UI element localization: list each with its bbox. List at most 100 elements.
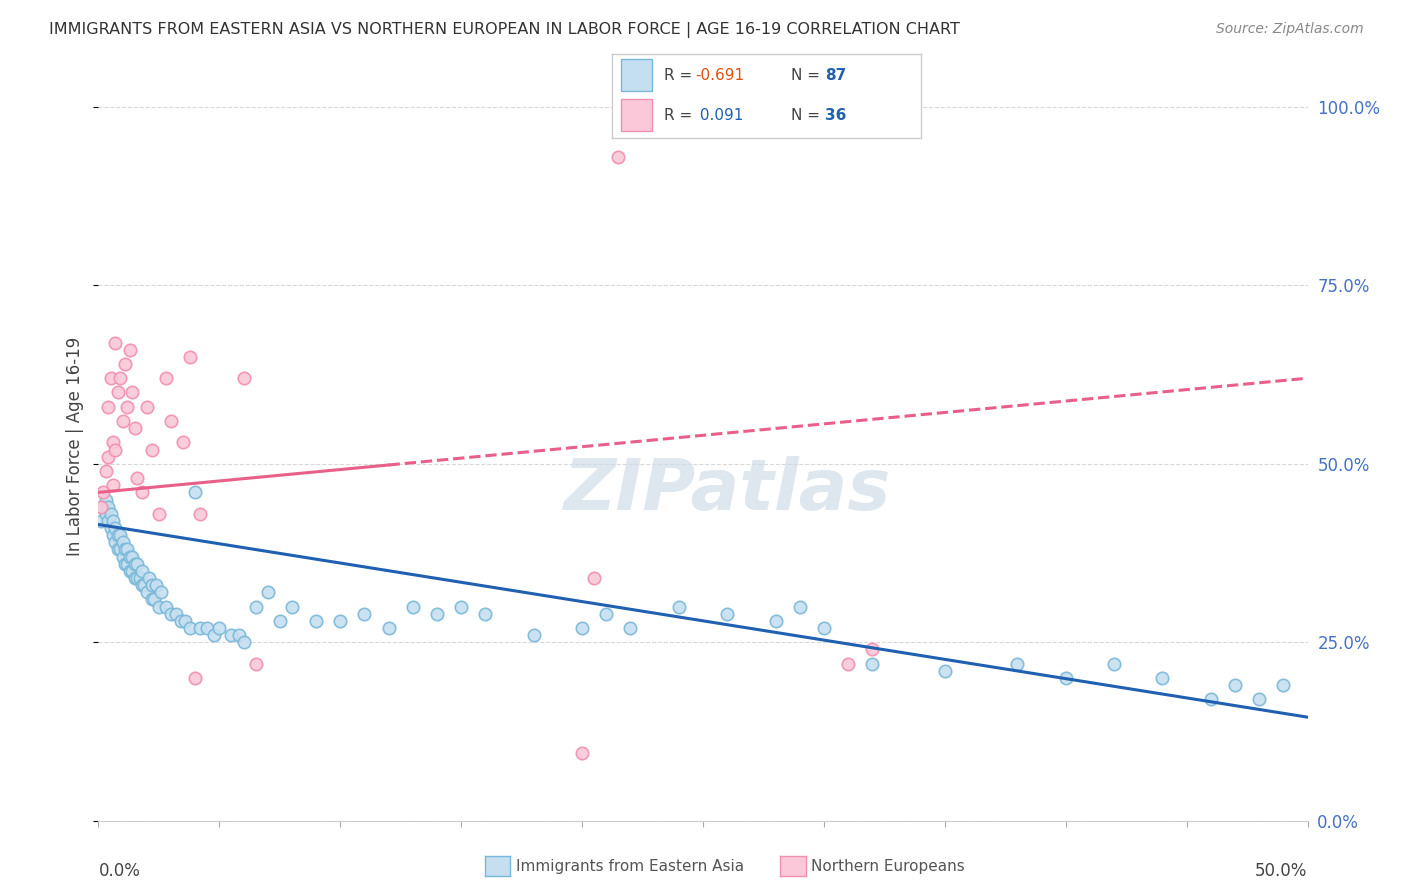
Point xyxy=(100,521,122,535)
Point xyxy=(232,635,254,649)
Point xyxy=(172,435,194,450)
Point xyxy=(90,514,112,528)
Point xyxy=(97,500,120,514)
Point xyxy=(127,557,149,571)
Point xyxy=(1199,692,1222,706)
Y-axis label: In Labor Force | Age 16-19: In Labor Force | Age 16-19 xyxy=(66,336,84,556)
Point xyxy=(150,585,173,599)
Point xyxy=(121,385,143,400)
Point xyxy=(131,485,153,500)
Point xyxy=(155,599,177,614)
FancyBboxPatch shape xyxy=(621,59,652,91)
Point xyxy=(160,414,183,428)
Point xyxy=(118,343,141,357)
Point xyxy=(195,621,218,635)
Point xyxy=(118,564,141,578)
Point xyxy=(228,628,250,642)
Point xyxy=(668,599,690,614)
Point xyxy=(305,614,328,628)
Point xyxy=(100,507,122,521)
Point xyxy=(97,514,120,528)
Text: 0.0%: 0.0% xyxy=(98,862,141,880)
Text: N =: N = xyxy=(792,68,825,83)
Point xyxy=(208,621,231,635)
Point xyxy=(114,357,136,371)
Point xyxy=(117,400,139,414)
Point xyxy=(232,371,254,385)
Point xyxy=(127,571,149,585)
Point xyxy=(135,400,157,414)
Point xyxy=(934,664,956,678)
Point xyxy=(108,542,131,557)
Point xyxy=(765,614,787,628)
Point xyxy=(111,549,134,564)
Point xyxy=(117,542,139,557)
Point xyxy=(111,414,134,428)
Point xyxy=(111,535,134,549)
Point xyxy=(160,607,183,621)
Point xyxy=(91,500,114,514)
Text: IMMIGRANTS FROM EASTERN ASIA VS NORTHERN EUROPEAN IN LABOR FORCE | AGE 16-19 COR: IMMIGRANTS FROM EASTERN ASIA VS NORTHERN… xyxy=(49,22,960,38)
Point xyxy=(138,571,160,585)
Point xyxy=(1152,671,1174,685)
Point xyxy=(124,571,146,585)
Point xyxy=(131,564,153,578)
Point xyxy=(94,464,117,478)
Text: 50.0%: 50.0% xyxy=(1256,862,1308,880)
Point xyxy=(121,564,143,578)
Point xyxy=(523,628,546,642)
Text: R =: R = xyxy=(664,108,697,123)
Point xyxy=(108,371,131,385)
Point xyxy=(107,385,129,400)
Point xyxy=(256,585,278,599)
Text: Source: ZipAtlas.com: Source: ZipAtlas.com xyxy=(1216,22,1364,37)
Point xyxy=(100,371,122,385)
Point xyxy=(104,535,127,549)
Point xyxy=(101,478,124,492)
Point xyxy=(121,549,143,564)
Point xyxy=(101,514,124,528)
Point xyxy=(179,621,201,635)
Point xyxy=(114,542,136,557)
Point xyxy=(1102,657,1125,671)
Point xyxy=(104,521,127,535)
Point xyxy=(716,607,738,621)
Point xyxy=(124,557,146,571)
Text: -0.691: -0.691 xyxy=(695,68,744,83)
Point xyxy=(450,599,472,614)
Point xyxy=(426,607,449,621)
Point xyxy=(124,421,146,435)
Point xyxy=(148,599,170,614)
Point xyxy=(184,671,207,685)
Point xyxy=(141,578,163,592)
FancyBboxPatch shape xyxy=(621,99,652,131)
Point xyxy=(571,746,593,760)
Point xyxy=(619,621,641,635)
Point xyxy=(571,621,593,635)
Text: 0.091: 0.091 xyxy=(695,108,744,123)
Point xyxy=(1223,678,1246,692)
Point xyxy=(107,542,129,557)
Point xyxy=(101,528,124,542)
Point xyxy=(402,599,425,614)
Point xyxy=(135,585,157,599)
Point xyxy=(245,599,267,614)
Point xyxy=(860,657,883,671)
Point xyxy=(188,507,211,521)
Point xyxy=(90,500,112,514)
Text: Immigrants from Eastern Asia: Immigrants from Eastern Asia xyxy=(516,859,744,873)
Point xyxy=(1054,671,1077,685)
Point xyxy=(101,435,124,450)
Point xyxy=(269,614,291,628)
Point xyxy=(837,657,859,671)
Point xyxy=(221,628,243,642)
Point xyxy=(118,549,141,564)
Point xyxy=(860,642,883,657)
Point xyxy=(607,150,630,164)
Text: ZIPatlas: ZIPatlas xyxy=(564,457,891,525)
Point xyxy=(204,628,226,642)
Point xyxy=(114,557,136,571)
Point xyxy=(179,350,201,364)
Point xyxy=(813,621,835,635)
Point xyxy=(474,607,496,621)
